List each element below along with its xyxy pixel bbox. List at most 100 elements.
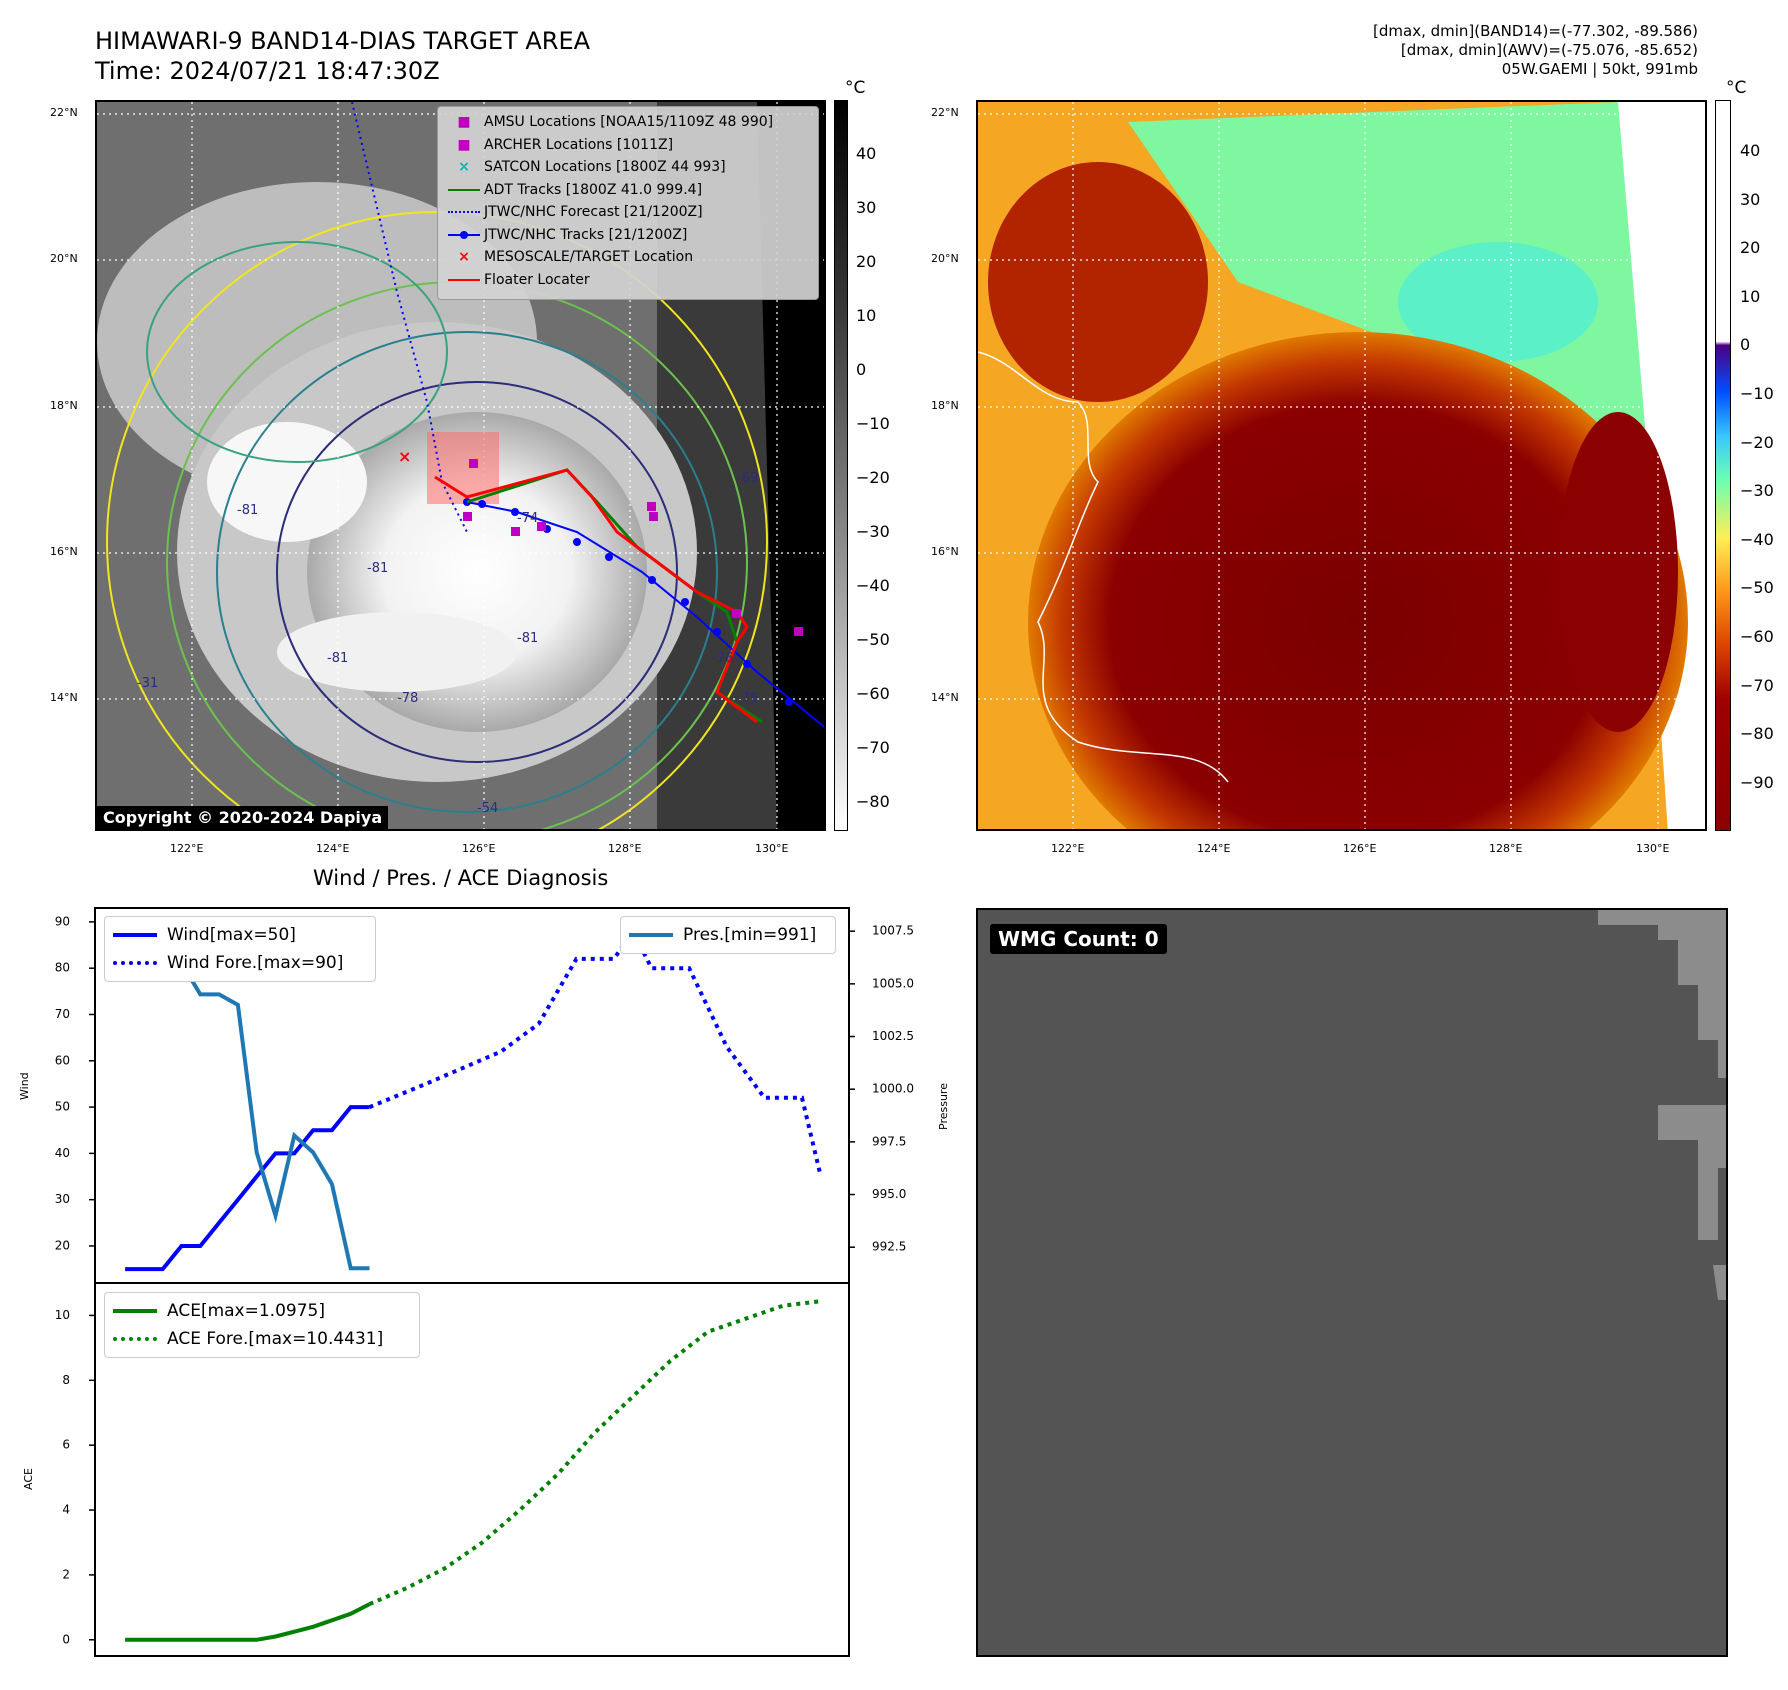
ace-forecast-series-line: [368, 1299, 822, 1606]
colorbar2: [1715, 100, 1731, 831]
ace-tick-label: 2: [62, 1567, 70, 1581]
ace-tick-label: 8: [62, 1373, 70, 1387]
wind-series-line: [125, 1105, 370, 1272]
legend-label: SATCON Locations [1800Z 44 993]: [484, 159, 726, 176]
legend-ace-fore-label: ACE Fore.[max=10.4431]: [167, 1329, 384, 1349]
awv-gridlines: [978, 102, 1705, 829]
lon-label: 122°E: [170, 842, 204, 855]
colorbar-tick-label: 40: [856, 144, 877, 163]
ir-cold-cell-south: [277, 612, 517, 692]
wind-tick-label: 60: [55, 1053, 70, 1067]
awv-cold-core: [1028, 332, 1688, 829]
contour-label: -81: [367, 561, 388, 576]
info-awv: [dmax, dmin](AWV)=(-75.076, -85.652): [1400, 41, 1698, 59]
legend-pressure: Pres.[min=991]: [629, 921, 827, 949]
colorbar-tick-label: −20: [856, 468, 890, 487]
legend-ace-fore: ACE Fore.[max=10.4431]: [113, 1325, 411, 1353]
ace-legend: ACE[max=1.0975] ACE Fore.[max=10.4431]: [104, 1292, 420, 1358]
pressure-tick-label: 995.0: [872, 1187, 906, 1201]
ace-tick-label: 6: [62, 1438, 70, 1452]
pressure-tick-label: 1005.0: [872, 976, 914, 990]
title-line-2: Time: 2024/07/21 18:47:30Z: [95, 57, 440, 85]
lat-label: 20°N: [50, 252, 78, 265]
ir-cold-cell-west: [207, 422, 367, 542]
info-band14: [dmax, dmin](BAND14)=(-77.302, -89.586): [1373, 22, 1698, 40]
legend-label: JTWC/NHC Forecast [21/1200Z]: [484, 204, 703, 221]
copyright-badge: Copyright © 2020-2024 Dapiya: [97, 806, 389, 829]
awv-map-canvas: [978, 102, 1705, 829]
diagnosis-title: Wind / Pres. / ACE Diagnosis: [313, 866, 609, 890]
colorbar2-unit: °C: [1726, 78, 1747, 98]
lat-label: 18°N: [50, 399, 78, 412]
pressure-tick-label: 992.5: [872, 1240, 906, 1254]
pressure-tick-label: 1002.5: [872, 1029, 914, 1043]
lat-label: 20°N: [931, 252, 959, 265]
legend-ace: ACE[max=1.0975]: [113, 1297, 411, 1325]
legend-label: MESOSCALE/TARGET Location: [484, 249, 694, 266]
colorbar-tick-label: 20: [856, 252, 877, 271]
wind-series-group: [125, 927, 823, 1272]
colorbar-tick-label: −10: [1740, 384, 1774, 403]
ace-series-line: [125, 1602, 371, 1642]
lon-label: 124°E: [316, 842, 350, 855]
legend-symbol: [444, 278, 484, 281]
legend-symbol: ■: [457, 114, 471, 131]
legend-label: ARCHER Locations [1011Z]: [484, 136, 674, 153]
contour-ring-5: [146, 241, 448, 463]
pressure-tick-label: 1000.0: [872, 1082, 914, 1096]
contour-label: -81: [517, 631, 538, 646]
awv-cold-east: [1558, 412, 1678, 732]
info-storm: 05W.GAEMI | 50kt, 991mb: [1501, 60, 1698, 78]
wmg-light-region-north: [1598, 910, 1726, 1078]
wind-tick-label: 90: [55, 914, 70, 928]
awv-map-panel: [976, 100, 1707, 831]
legend-pressure-label: Pres.[min=991]: [683, 925, 817, 945]
colorbar-tick-label: −80: [856, 792, 890, 811]
contour-label: -76: [737, 691, 758, 706]
map-legend-item: Floater Locater: [444, 269, 812, 292]
contour-label: -76: [712, 651, 733, 666]
contour-label: -69: [737, 471, 758, 486]
lon-label: 126°E: [1343, 842, 1377, 855]
ace-tick-label: 4: [62, 1503, 70, 1517]
map-legend-item: × MESOSCALE/TARGET Location: [444, 246, 812, 269]
colorbar-tick-label: 10: [1740, 286, 1761, 306]
contour-label-group: -81 -81 -81 -81 -78 -74 -76 -76 -69 -31 …: [137, 471, 758, 816]
wind-legend: Wind[max=50] Wind Fore.[max=90]: [104, 916, 376, 982]
legend-symbol: [444, 188, 484, 191]
wind-tick-label: 20: [55, 1238, 70, 1252]
legend-wind-label: Wind[max=50]: [167, 925, 296, 945]
lon-label: 128°E: [608, 842, 642, 855]
colorbar-tick-label: 0: [856, 360, 867, 379]
lon-label: 122°E: [1051, 842, 1085, 855]
lon-label: 128°E: [1489, 842, 1523, 855]
legend-symbol: ×: [458, 159, 470, 176]
legend-wind-fore: Wind Fore.[max=90]: [113, 949, 367, 977]
legend-symbol: ×: [458, 249, 470, 266]
legend-symbol: [444, 211, 484, 214]
title-line-1: HIMAWARI-9 BAND14-DIAS TARGET AREA: [95, 27, 591, 55]
legend-symbol: ■: [457, 136, 471, 153]
colorbar-tick-label: −30: [856, 522, 890, 541]
colorbar-tick-label: 0: [1740, 335, 1751, 355]
colorbar-tick-label: −60: [856, 684, 890, 703]
lon-label: 130°E: [755, 842, 789, 855]
colorbar-tick-label: 10: [856, 306, 877, 325]
colorbar-tick-label: −90: [1740, 772, 1774, 792]
colorbar-tick-label: −70: [1740, 675, 1774, 695]
axis-ticks-group: 90807060504030201007.51005.01002.51000.0…: [55, 914, 914, 1646]
colorbar-tick-label: −60: [1740, 627, 1774, 646]
floater-locater-track: [434, 468, 758, 724]
legend-label: JTWC/NHC Tracks [21/1200Z]: [484, 226, 688, 243]
colorbar1-unit: °C: [845, 78, 866, 98]
lon-label: 124°E: [1197, 842, 1231, 855]
ace-tick-label: 0: [62, 1632, 70, 1646]
colorbar-tick-label: −20: [1740, 432, 1774, 452]
pressure-tick-label: 997.5: [872, 1134, 906, 1148]
lat-label: 16°N: [50, 545, 78, 558]
legend-ace-fore-swatch: [113, 1337, 157, 1341]
legend-wind-fore-swatch: [113, 961, 157, 965]
contour-label: -54: [477, 801, 498, 816]
legend-ace-swatch: [113, 1309, 157, 1313]
map-legend-item: JTWC/NHC Forecast [21/1200Z]: [444, 201, 812, 224]
